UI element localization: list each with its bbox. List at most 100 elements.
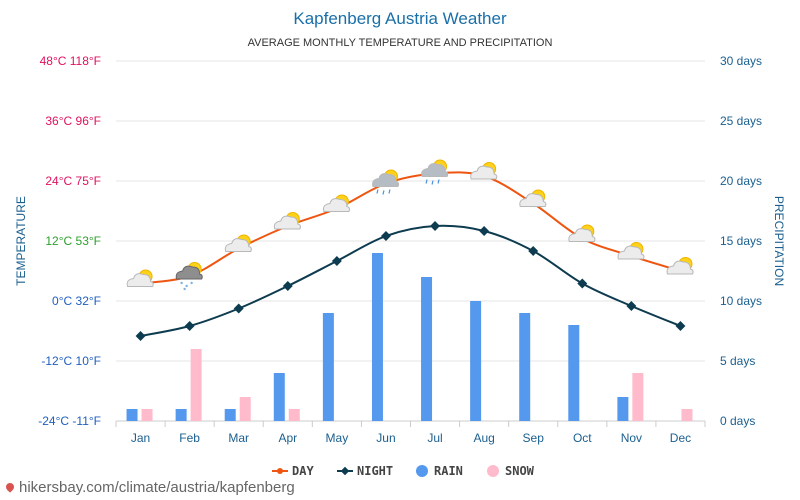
rain-cloud-icon: [372, 169, 400, 195]
raindrop-icon: [376, 189, 379, 194]
x-tick-label: Jan: [131, 431, 150, 445]
left-tick-label: -12°C 10°F: [41, 354, 101, 368]
night-point: [282, 281, 293, 291]
grid: [115, 60, 706, 427]
legend-day-dot-icon: [277, 468, 283, 474]
x-tick-label: Sep: [523, 431, 545, 445]
raindrop-icon: [437, 179, 440, 184]
night-point: [479, 226, 490, 236]
rain-cloud-icon: [421, 159, 449, 185]
raindrop-icon: [382, 190, 385, 195]
x-tick-label: Jun: [376, 431, 395, 445]
night-line: [140, 224, 681, 337]
cloud-icon: [126, 273, 154, 287]
sun-cloud-icon: [323, 194, 351, 212]
bars: [126, 253, 693, 421]
rain-bar: [175, 409, 187, 421]
snow-bar: [632, 373, 644, 421]
rain-bar: [371, 253, 383, 421]
watermark[interactable]: hikersbay.com/climate/austria/kapfenberg: [4, 479, 295, 496]
cloud-icon: [175, 265, 203, 280]
watermark-link[interactable]: hikersbay.com/climate/austria/kapfenberg: [19, 479, 295, 496]
sun-cloud-icon: [224, 234, 252, 252]
snow-bar: [141, 409, 153, 421]
sun-cloud-icon: [470, 162, 498, 180]
night-point: [381, 231, 391, 241]
left-tick-label: 36°C 96°F: [45, 114, 101, 128]
right-tick-label: 30 days: [720, 54, 762, 68]
axis-labels: 48°C 118°F 36°C 96°F 24°C 75°F 12°C 53°F 0°C…: [38, 54, 762, 445]
rain-bar: [273, 373, 285, 421]
left-tick-label: 0°C 32°F: [52, 294, 101, 308]
rain-bar: [617, 397, 629, 421]
right-tick-label: 0 days: [720, 414, 755, 428]
cloud-icon: [519, 193, 547, 207]
cloud-icon: [470, 165, 498, 180]
x-tick-label: Nov: [621, 431, 642, 445]
x-tick-label: Feb: [179, 431, 200, 445]
right-tick-label: 15 days: [720, 234, 762, 248]
rain-bar: [519, 313, 531, 421]
day-line: [140, 171, 681, 285]
night-point: [184, 321, 195, 331]
cloud-icon: [372, 173, 400, 187]
rain-bar: [470, 301, 482, 421]
cloud-icon: [421, 163, 449, 177]
legend-label: RAIN: [434, 464, 463, 478]
sun-cloud-icon: [126, 269, 154, 287]
chart-subtitle: AVERAGE MONTHLY TEMPERATURE AND PRECIPIT…: [248, 37, 553, 49]
rain-bar: [568, 325, 580, 421]
raindrop-icon: [388, 189, 391, 194]
night-point: [577, 278, 588, 289]
snow-bar: [190, 349, 202, 421]
legend-label: DAY: [292, 464, 314, 478]
snowflake-icon: [185, 284, 188, 288]
x-tick-label: Oct: [573, 431, 592, 445]
night-point: [675, 321, 686, 331]
rain-bar: [126, 409, 138, 421]
snowflake-icon: [190, 281, 193, 285]
sun-cloud-icon: [519, 189, 547, 207]
cloud-icon: [273, 215, 301, 230]
legend-night-diamond-icon: [340, 466, 350, 476]
x-tick-label: Aug: [473, 431, 494, 445]
night-point: [331, 256, 342, 266]
snowflake-icon: [183, 287, 186, 291]
x-tick-label: Dec: [670, 431, 691, 445]
chart-title: Kapfenberg Austria Weather: [293, 9, 507, 28]
sun-cloud-icon: [568, 224, 596, 242]
y-axis-label-right: PRECIPITATION: [772, 196, 786, 286]
rain-bar: [421, 277, 433, 421]
night-point: [528, 246, 539, 256]
raindrop-icon: [431, 180, 434, 185]
location-pin-icon: [4, 481, 16, 493]
cloud-icon: [666, 260, 694, 275]
night-point: [430, 221, 440, 231]
right-tick-label: 20 days: [720, 174, 762, 188]
legend-label: SNOW: [505, 464, 535, 478]
sun-cloud-icon: [273, 212, 301, 230]
rain-bar: [322, 313, 334, 421]
left-tick-label: 24°C 75°F: [45, 174, 101, 188]
left-tick-label: 12°C 53°F: [45, 234, 101, 248]
legend-rain-circle-icon: [416, 465, 428, 477]
weather-icons: [126, 159, 694, 291]
raindrop-icon: [425, 179, 428, 184]
sun-cloud-icon: [666, 257, 694, 275]
x-tick-label: May: [326, 431, 349, 445]
x-tick-label: Apr: [278, 431, 297, 445]
left-tick-label: -24°C -11°F: [38, 414, 101, 428]
night-point: [626, 301, 637, 311]
snow-cloud-icon: [175, 262, 203, 291]
right-tick-label: 10 days: [720, 294, 762, 308]
lines: [135, 170, 686, 341]
snowflake-icon: [180, 281, 183, 285]
y-axis-label-left: TEMPERATURE: [14, 196, 28, 286]
rain-bar: [224, 409, 236, 421]
x-tick-label: Mar: [228, 431, 249, 445]
cloud-icon: [617, 245, 645, 260]
snow-bar: [239, 397, 251, 421]
sun-cloud-icon: [617, 242, 645, 260]
snow-bar: [288, 409, 300, 421]
